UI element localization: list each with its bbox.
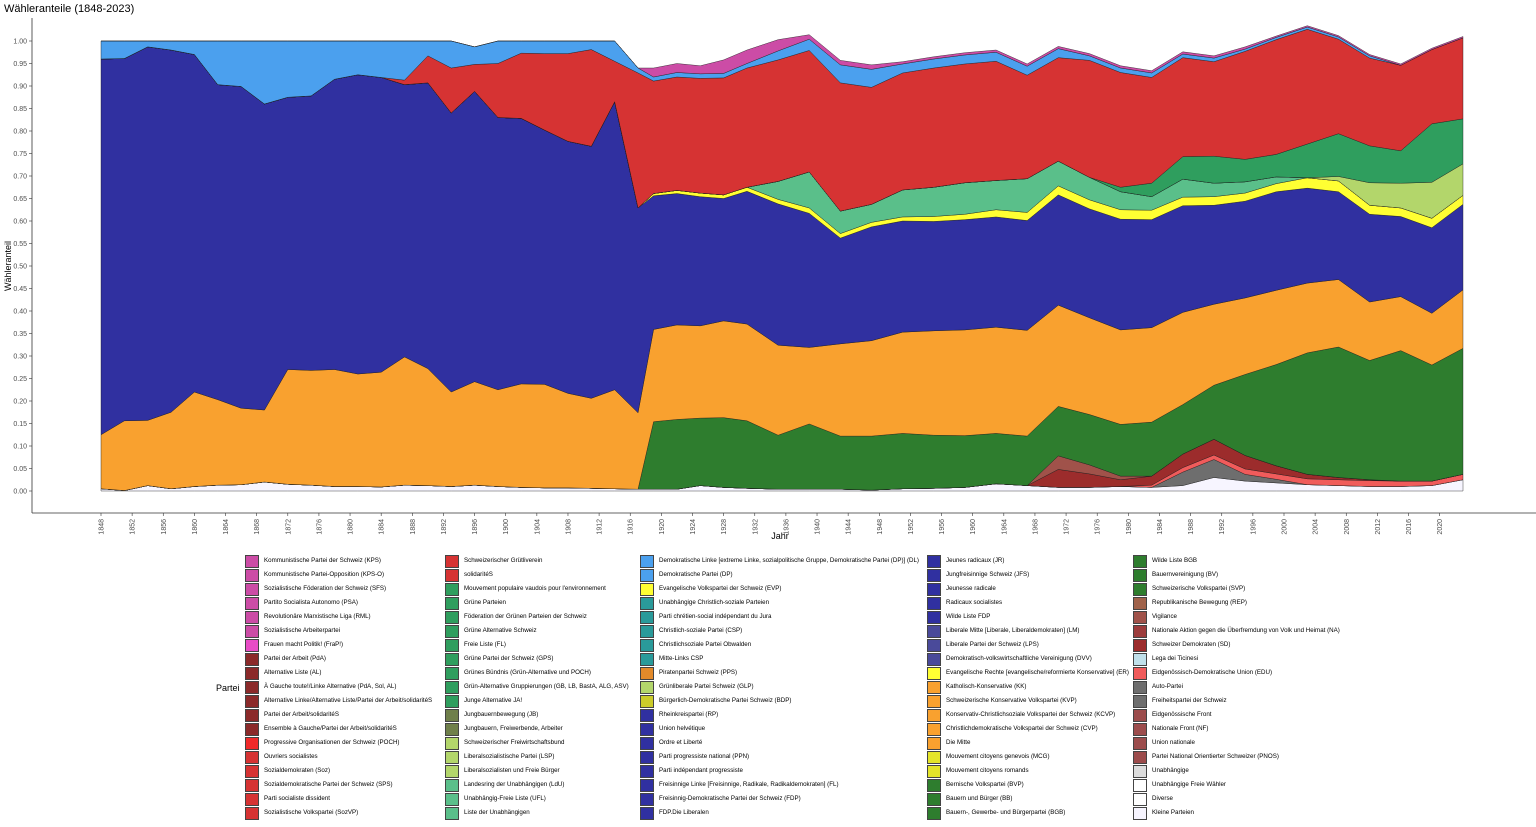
y-tick-label: 0.30 [13, 354, 27, 361]
x-tick-label: 2000 [1281, 519, 1288, 535]
y-tick-label: 0.90 [13, 84, 27, 91]
y-tick-label: 0.00 [13, 489, 27, 496]
y-tick-label: 0.15 [13, 421, 27, 428]
y-tick-label: 0.60 [13, 219, 27, 226]
x-tick-label: 1940 [815, 519, 822, 535]
x-tick-label: 1936 [783, 519, 790, 535]
x-tick-label: 1968 [1032, 519, 1039, 535]
x-tick-label: 1984 [1157, 519, 1164, 535]
x-tick-label: 2016 [1406, 519, 1413, 535]
x-tick-label: 1964 [1001, 519, 1008, 535]
x-tick-label: 2012 [1375, 519, 1382, 535]
y-tick-label: 0.80 [13, 129, 27, 136]
x-tick-label: 1920 [659, 519, 666, 535]
x-tick-label: 1972 [1064, 519, 1071, 535]
x-tick-label: 1896 [472, 519, 479, 535]
x-tick-label: 1976 [1095, 519, 1102, 535]
x-tick-label: 1952 [908, 519, 915, 535]
y-tick-label: 0.50 [13, 264, 27, 271]
x-axis-title: Jahr [771, 531, 789, 541]
x-tick-label: 1900 [503, 519, 510, 535]
x-tick-label: 1916 [628, 519, 635, 535]
y-tick-label: 0.35 [13, 331, 27, 338]
x-tick-label: 1960 [970, 519, 977, 535]
x-tick-label: 2004 [1313, 519, 1320, 535]
x-tick-label: 1988 [1188, 519, 1195, 535]
y-tick-label: 0.95 [13, 61, 27, 68]
y-axis-title: Wähleranteil [3, 241, 13, 291]
y-tick-label: 0.25 [13, 376, 27, 383]
x-tick-label: 1948 [877, 519, 884, 535]
x-tick-label: 2020 [1437, 519, 1444, 535]
y-tick-label: 0.65 [13, 196, 27, 203]
area-layer [100, 25, 1464, 492]
x-tick-label: 1872 [285, 519, 292, 535]
x-tick-label: 1888 [410, 519, 417, 535]
x-tick-label: 2008 [1344, 519, 1351, 535]
x-tick-label: 1884 [379, 519, 386, 535]
axis-layer: 0.00 0.05 0.10 0.15 0.20 0.25 0.30 0.35 0.40 0.45… [13, 18, 1536, 535]
x-tick-label: 1864 [223, 519, 230, 535]
x-tick-label: 1892 [441, 519, 448, 535]
x-tick-label: 1868 [254, 519, 261, 535]
area-series-14 [101, 25, 1464, 78]
x-tick-label: 1908 [565, 519, 572, 535]
y-tick-label: 0.55 [13, 241, 27, 248]
x-tick-label: 1880 [348, 519, 355, 535]
y-tick-label: 1.00 [13, 39, 27, 46]
chart-title: Wähleranteile (1848-2023) [4, 3, 135, 15]
x-tick-label: 1992 [1219, 519, 1226, 535]
x-tick-label: 1852 [130, 519, 137, 535]
y-tick-label: 0.05 [13, 466, 27, 473]
x-tick-label: 1996 [1250, 519, 1257, 535]
x-tick-label: 1860 [192, 519, 199, 535]
x-tick-label: 1912 [597, 519, 604, 535]
x-tick-label: 1848 [99, 519, 106, 535]
x-tick-label: 1956 [939, 519, 946, 535]
y-tick-label: 0.45 [13, 286, 27, 293]
y-tick-label: 0.10 [13, 444, 27, 451]
y-tick-label: 0.75 [13, 151, 27, 158]
x-tick-label: 1980 [1126, 519, 1133, 535]
y-tick-label: 0.70 [13, 174, 27, 181]
x-tick-label: 1876 [316, 519, 323, 535]
x-tick-label: 1856 [161, 519, 168, 535]
y-tick-label: 0.40 [13, 309, 27, 316]
x-tick-label: 1928 [721, 519, 728, 535]
x-tick-label: 1932 [752, 519, 759, 535]
x-tick-label: 1944 [846, 519, 853, 535]
y-tick-label: 0.20 [13, 399, 27, 406]
y-tick-label: 0.85 [13, 106, 27, 113]
x-tick-label: 1904 [534, 519, 541, 535]
x-tick-label: 1924 [690, 519, 697, 535]
